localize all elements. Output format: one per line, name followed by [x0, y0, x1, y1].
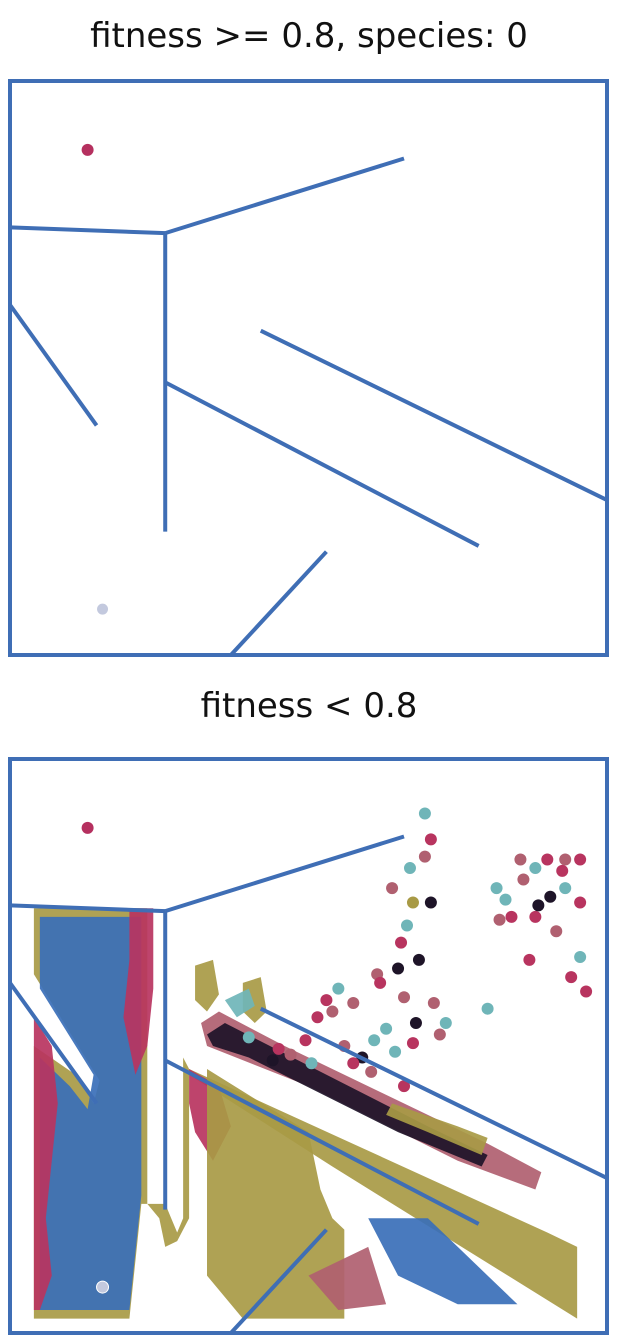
- maze-wall-0: [9, 903, 166, 914]
- maze-wall-6: [229, 550, 328, 657]
- agent-point-54: [580, 985, 593, 998]
- agent-point-47: [544, 890, 557, 903]
- agent-point-30: [284, 1048, 297, 1061]
- trajectory-region-13: [308, 1246, 387, 1311]
- goal-marker: [81, 143, 94, 156]
- trajectory-region-9: [386, 1103, 488, 1156]
- agent-point-32: [266, 1054, 279, 1067]
- agent-point-56: [481, 1002, 494, 1015]
- agent-point-40: [529, 862, 542, 875]
- agent-point-17: [409, 1017, 422, 1030]
- panel-title-top: fitness >= 0.8, species: 0: [90, 16, 528, 56]
- agent-point-21: [406, 1037, 419, 1050]
- agent-point-27: [347, 1057, 360, 1070]
- maze-plot-top: [8, 79, 609, 657]
- agent-point-34: [272, 1042, 285, 1055]
- maze-wall-1: [164, 156, 405, 236]
- agent-point-36: [311, 1011, 324, 1024]
- agent-point-8: [395, 936, 408, 949]
- agent-point-49: [499, 893, 512, 906]
- agent-point-28: [368, 1034, 381, 1047]
- trajectory-region-10: [224, 988, 255, 1018]
- agent-point-0: [418, 807, 431, 820]
- agent-point-7: [401, 919, 414, 932]
- agent-point-3: [403, 862, 416, 875]
- maze-frame: [8, 757, 609, 1335]
- agent-point-57: [493, 913, 506, 926]
- maze-plot-bottom: [8, 757, 609, 1335]
- trajectory-region-2: [33, 1017, 58, 1311]
- agent-point-2: [418, 850, 431, 863]
- agent-point-50: [505, 910, 518, 923]
- agent-point-38: [490, 882, 503, 895]
- agent-point-44: [574, 853, 587, 866]
- agent-point-18: [427, 996, 440, 1009]
- agent-point-37: [326, 1005, 339, 1018]
- agent-point-13: [347, 996, 360, 1009]
- agent-point-25: [389, 1045, 402, 1058]
- panel-title-bottom: fitness < 0.8: [200, 686, 418, 726]
- trajectory-region-8: [242, 977, 267, 1024]
- agent-point-1: [424, 833, 437, 846]
- agent-point-9: [412, 953, 425, 966]
- maze-wall-1: [164, 834, 405, 914]
- maze-wall-0: [9, 225, 166, 236]
- maze-frame: [8, 79, 609, 657]
- maze-wall-3: [8, 303, 99, 427]
- agent-point-31: [305, 1057, 318, 1070]
- agent-point-19: [439, 1017, 452, 1030]
- trajectory-region-7: [195, 959, 219, 1012]
- agent-point-41: [541, 853, 554, 866]
- maze-wall-3: [8, 981, 99, 1105]
- agent-point-6: [424, 896, 437, 909]
- agent-point-35: [398, 1080, 411, 1093]
- agent-point-59: [532, 899, 545, 912]
- agent-point-43: [556, 864, 569, 877]
- agent-point-12: [320, 994, 333, 1007]
- agent-point-42: [559, 853, 572, 866]
- agent-point-48: [517, 873, 530, 886]
- trajectory-region-3: [123, 908, 154, 1075]
- agent-point-22: [380, 1022, 393, 1035]
- trajectory-region-1: [39, 916, 142, 1311]
- agent-point-52: [550, 925, 563, 938]
- maze-wall-6: [229, 1228, 328, 1335]
- maze-wall-4: [164, 1058, 480, 1226]
- maze-wall-5: [259, 1006, 608, 1180]
- agent-point-55: [565, 971, 578, 984]
- agent-point-15: [392, 962, 405, 975]
- agent-point-14: [374, 976, 387, 989]
- trajectory-region-11: [207, 1068, 345, 1319]
- start-marker: [96, 602, 110, 616]
- agent-point-39: [514, 853, 527, 866]
- agent-point-26: [365, 1065, 378, 1078]
- goal-marker: [81, 821, 94, 834]
- agent-point-33: [242, 1031, 255, 1044]
- agent-point-4: [386, 882, 399, 895]
- trajectory-region-12: [368, 1218, 518, 1305]
- agent-point-58: [523, 953, 536, 966]
- agent-point-45: [559, 882, 572, 895]
- maze-wall-4: [164, 380, 480, 548]
- agent-point-11: [332, 982, 345, 995]
- agent-point-16: [398, 991, 411, 1004]
- agent-point-20: [433, 1028, 446, 1041]
- trajectory-region-0: [33, 908, 578, 1319]
- maze-wall-5: [259, 328, 608, 502]
- agent-point-29: [299, 1034, 312, 1047]
- agent-point-46: [574, 896, 587, 909]
- start-marker: [96, 1280, 110, 1294]
- agent-point-5: [406, 896, 419, 909]
- agent-point-51: [529, 910, 542, 923]
- agent-point-53: [574, 951, 587, 964]
